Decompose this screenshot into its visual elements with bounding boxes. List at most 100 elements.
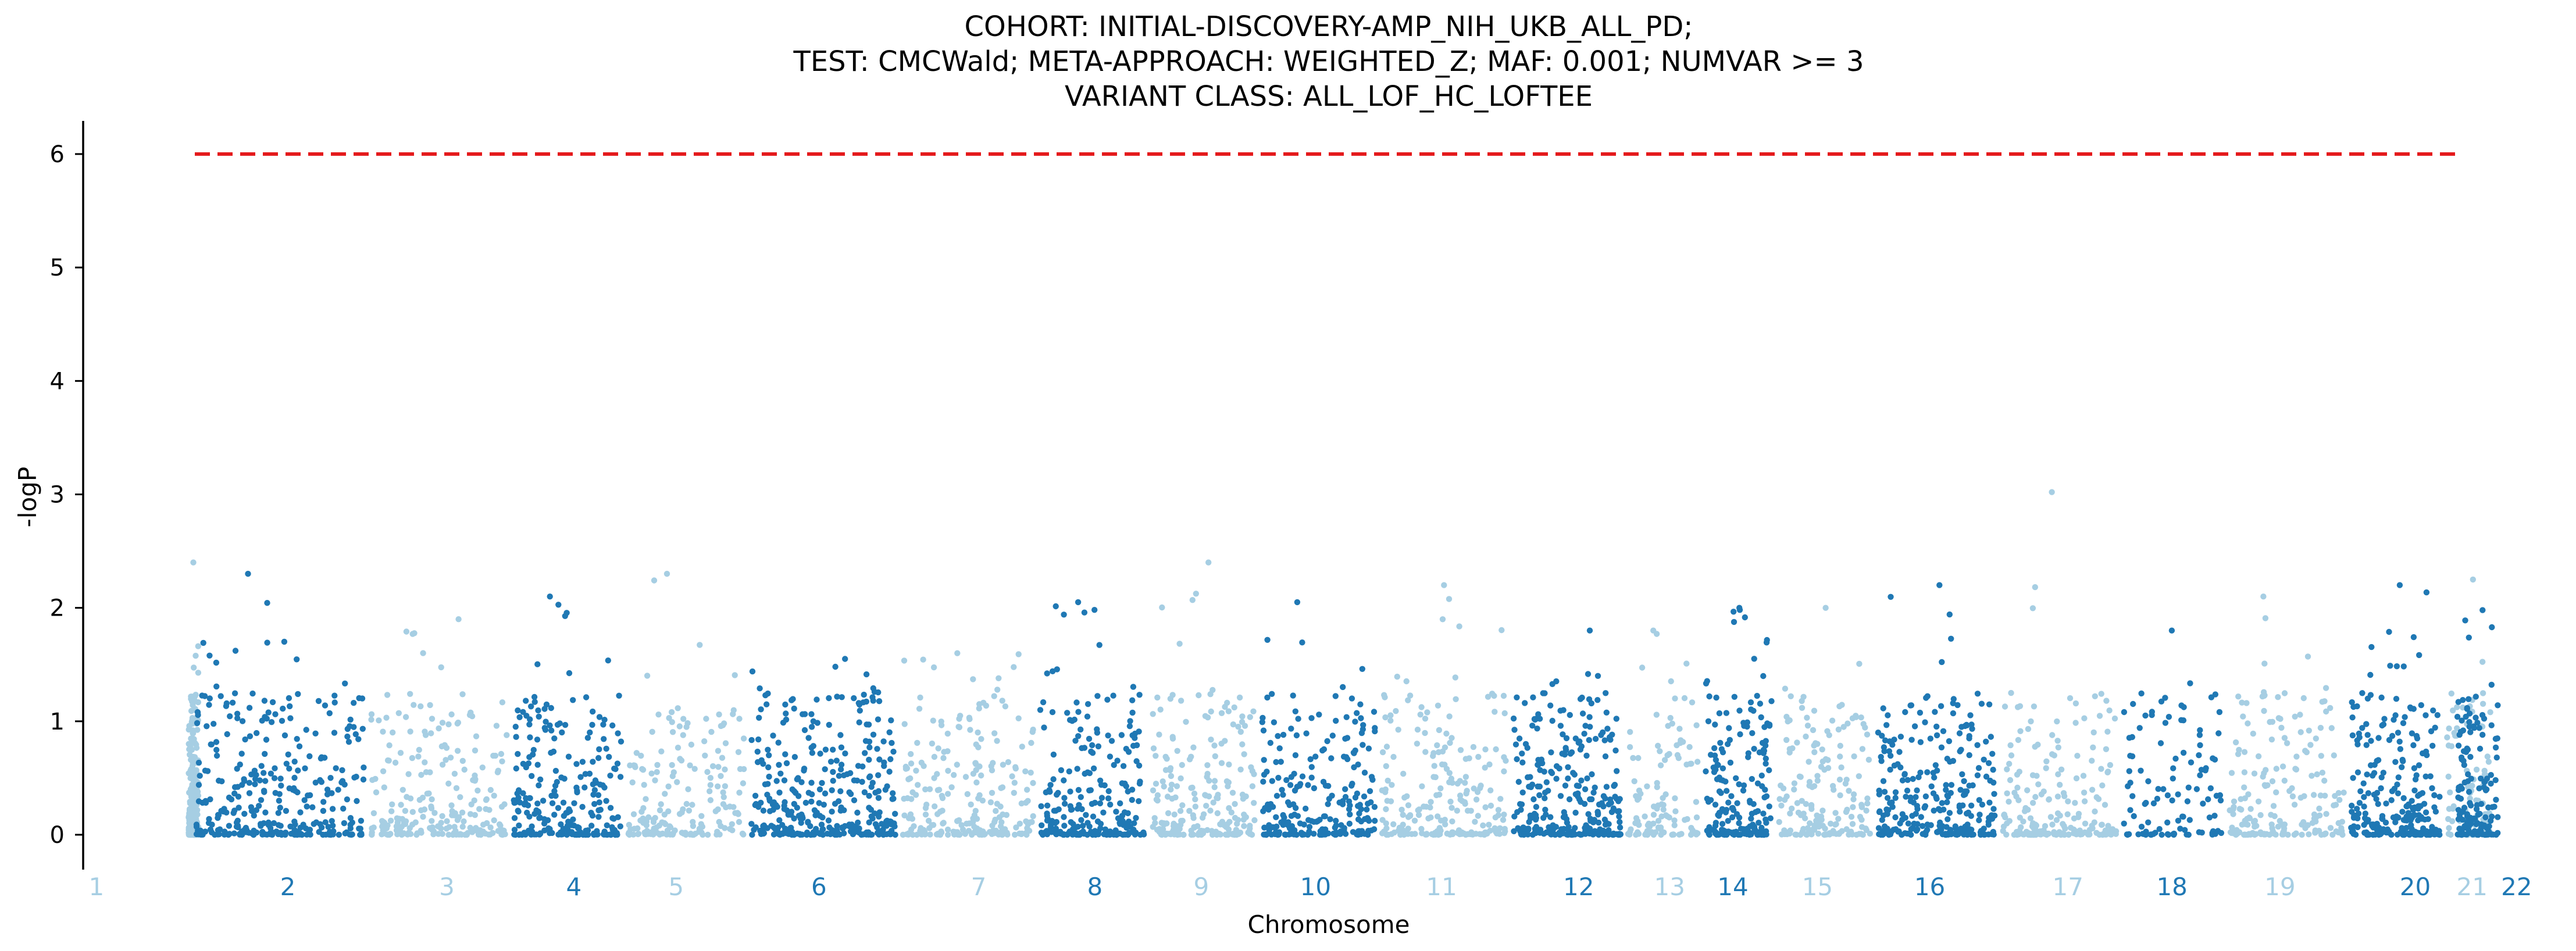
- data-point: [1422, 749, 1429, 755]
- data-point: [259, 717, 265, 724]
- data-point: [455, 719, 462, 726]
- data-point: [1564, 820, 1571, 826]
- data-point: [856, 719, 862, 725]
- data-point: [2217, 792, 2224, 799]
- data-point: [1105, 795, 1112, 802]
- data-point: [234, 710, 241, 717]
- data-point: [193, 821, 200, 828]
- data-point: [2493, 755, 2500, 761]
- data-point: [2006, 798, 2012, 805]
- data-point: [443, 757, 449, 763]
- data-point: [1559, 750, 1565, 757]
- data-point: [2431, 792, 2438, 799]
- data-point: [1901, 830, 1908, 836]
- data-point: [1636, 821, 1642, 828]
- data-point: [1706, 824, 1712, 831]
- data-point: [2051, 752, 2057, 759]
- data-point: [1924, 821, 1931, 828]
- data-point: [870, 731, 877, 738]
- data-point: [1683, 660, 1690, 667]
- data-point: [1358, 806, 1364, 813]
- data-point: [327, 775, 334, 781]
- data-point: [2466, 718, 2472, 725]
- data-point: [483, 806, 489, 813]
- data-point: [1858, 714, 1864, 721]
- data-point: [874, 746, 880, 752]
- data-point: [2364, 732, 2371, 738]
- data-point: [285, 751, 291, 758]
- data-point: [648, 770, 655, 777]
- data-point: [866, 819, 872, 826]
- data-point: [2241, 784, 2247, 791]
- data-point: [1424, 709, 1430, 716]
- data-point: [1118, 732, 1125, 738]
- data-point: [763, 701, 770, 707]
- data-point: [1385, 831, 1392, 838]
- y-tick-label: 5: [50, 255, 65, 281]
- data-point: [1850, 791, 1857, 798]
- data-point: [301, 797, 308, 803]
- data-point: [2060, 830, 2066, 836]
- x-tick-label-chr22: 22: [2501, 873, 2532, 901]
- data-point: [973, 761, 979, 767]
- data-point: [2367, 671, 2374, 678]
- data-point: [954, 761, 961, 768]
- data-point: [202, 693, 208, 699]
- data-point: [791, 754, 798, 760]
- data-point: [883, 831, 890, 838]
- data-point: [2091, 819, 2097, 825]
- data-point: [1150, 787, 1157, 793]
- data-point: [515, 707, 521, 714]
- data-point: [2317, 792, 2324, 799]
- data-point: [1422, 730, 1428, 737]
- data-point: [2461, 824, 2468, 831]
- data-point: [2482, 831, 2489, 838]
- data-point: [978, 736, 984, 742]
- data-point: [1737, 731, 1743, 738]
- data-point: [2472, 693, 2479, 700]
- data-point: [2323, 708, 2329, 715]
- data-point: [331, 692, 338, 699]
- data-point: [370, 810, 377, 817]
- data-point: [782, 751, 789, 757]
- data-point: [573, 784, 580, 791]
- data-point: [1061, 777, 1067, 784]
- data-point: [799, 813, 805, 820]
- data-point: [1075, 824, 1081, 830]
- data-point: [461, 818, 467, 825]
- data-point: [1224, 699, 1230, 706]
- data-point: [267, 770, 274, 777]
- data-point: [1492, 709, 1498, 715]
- data-point: [1717, 739, 1724, 746]
- data-point: [1804, 723, 1811, 729]
- data-point: [863, 671, 870, 678]
- data-point: [776, 817, 783, 824]
- x-tick-label-chr21: 21: [2456, 873, 2487, 901]
- data-point: [1273, 759, 1279, 766]
- data-point: [1269, 803, 1276, 810]
- data-point: [534, 737, 541, 743]
- data-point: [1897, 734, 1904, 740]
- data-point: [1572, 809, 1579, 816]
- data-point: [1333, 831, 1339, 838]
- data-point: [193, 741, 199, 748]
- data-point: [2284, 740, 2290, 746]
- data-point: [2317, 724, 2324, 731]
- data-point: [595, 814, 602, 820]
- data-point: [939, 807, 946, 814]
- data-point: [2086, 827, 2093, 833]
- data-point: [1913, 810, 1919, 817]
- data-point: [1174, 748, 1180, 755]
- data-point: [1888, 594, 1894, 600]
- data-point: [2423, 589, 2430, 596]
- data-point: [1791, 780, 1798, 786]
- data-point: [2400, 663, 2407, 670]
- data-point: [1661, 829, 1667, 836]
- data-point: [1493, 746, 1499, 753]
- peak-data-point: [1822, 605, 1829, 611]
- data-point: [801, 727, 808, 734]
- data-point: [1078, 794, 1084, 800]
- data-point: [2399, 825, 2405, 831]
- data-point: [232, 648, 239, 654]
- data-point: [2364, 771, 2370, 778]
